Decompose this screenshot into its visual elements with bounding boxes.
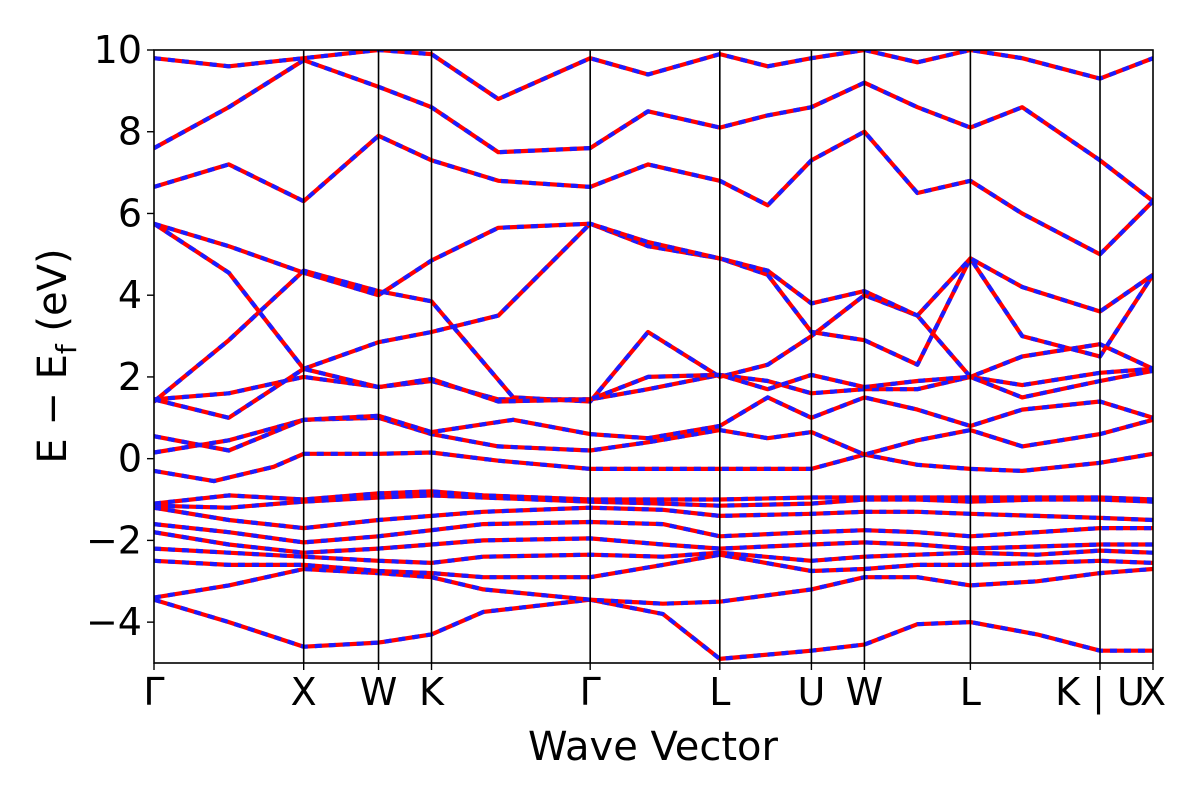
band-overlay-9 — [154, 450, 1153, 484]
x-tick-label-10: X — [1140, 670, 1166, 714]
y-axis-label: E − Ef (eV) — [30, 248, 83, 463]
band-overlay-8 — [154, 489, 1153, 506]
band-overlay-2 — [154, 552, 1153, 580]
y-axis-ticks: 10 8 6 4 2 0 −2 −4 — [86, 28, 154, 644]
x-tick-label-3: K — [419, 670, 445, 714]
x-tick-label-2: W — [360, 670, 398, 714]
x-tick-label-5: L — [709, 670, 730, 714]
band-overlay-6 — [154, 505, 1153, 531]
x-axis-label: Wave Vector — [528, 724, 779, 770]
y-tick-label-0: 10 — [94, 28, 142, 72]
k-point-lines — [302, 50, 1101, 663]
band-overlay-17 — [154, 58, 1153, 203]
y-axis-label-main: E − E — [30, 354, 76, 464]
y-tick-label-5: 0 — [118, 437, 142, 481]
y-tick-label-2: 6 — [118, 191, 142, 235]
band-overlay-15 — [154, 221, 1153, 318]
x-tick-label-7: W — [846, 670, 884, 714]
band-overlay-3 — [154, 546, 1153, 565]
band-overlay-7 — [154, 493, 1153, 510]
y-axis-label-unit: (eV) — [30, 248, 76, 344]
x-tick-label-6: U — [798, 670, 826, 714]
x-tick-label-8: L — [960, 670, 981, 714]
y-tick-label-6: −2 — [86, 518, 142, 562]
band-overlay-1 — [154, 566, 1153, 606]
band-overlay-12 — [154, 366, 1153, 402]
x-tick-label-9: K | U — [1055, 670, 1145, 715]
band-overlay-4 — [154, 530, 1153, 555]
x-tick-label-1: X — [291, 670, 317, 714]
x-tick-label-0: Γ — [143, 670, 164, 714]
y-tick-label-7: −4 — [86, 600, 142, 644]
plot-frame — [153, 49, 1154, 664]
x-tick-label-4: Γ — [580, 670, 601, 714]
y-axis-label-subscript: f — [50, 343, 83, 354]
band-overlay-5 — [154, 519, 1153, 545]
y-tick-label-1: 8 — [118, 110, 142, 154]
y-tick-label-4: 2 — [118, 355, 142, 399]
y-tick-label-3: 4 — [118, 273, 142, 317]
band-overlay-0 — [154, 597, 1153, 661]
